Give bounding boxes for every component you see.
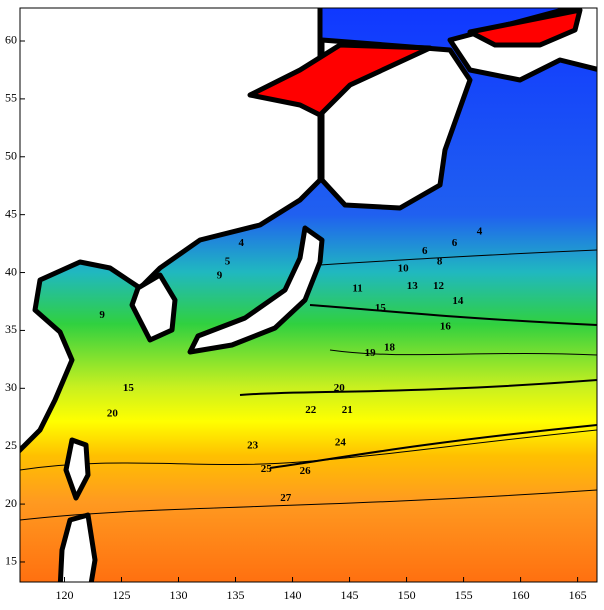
contour-label: 22 (305, 404, 317, 416)
contour-label: 18 (384, 341, 396, 353)
y-tick-label: 50 (5, 149, 17, 163)
contour-label: 25 (261, 463, 273, 475)
contour-label: 5 (225, 256, 231, 268)
contour-label: 20 (334, 382, 346, 394)
contour-label: 23 (247, 440, 259, 452)
isotherm (319, 249, 597, 266)
contour-label: 16 (440, 320, 452, 332)
contour-label: 26 (300, 465, 312, 477)
x-tick-label: 120 (55, 588, 73, 602)
x-tick-label: 140 (284, 588, 302, 602)
y-tick-label: 60 (5, 33, 17, 47)
isotherm (269, 424, 597, 469)
contour-label: 9 (217, 270, 223, 282)
y-tick-label: 35 (5, 322, 17, 336)
contour-label: 10 (398, 263, 410, 275)
isotherm (309, 304, 597, 326)
contour-label: 13 (407, 280, 419, 292)
contour-label: 11 (352, 282, 362, 294)
x-tick-label: 130 (170, 588, 188, 602)
x-tick-label: 145 (341, 588, 359, 602)
contour-label: 9 (99, 309, 105, 321)
contour-label: 15 (375, 302, 387, 314)
y-tick-label: 30 (5, 380, 17, 394)
map-area (20, 8, 597, 582)
x-tick-label: 165 (569, 588, 587, 602)
contour-label: 6 (452, 237, 458, 249)
isotherm (329, 349, 597, 356)
y-tick-label: 40 (5, 264, 17, 278)
land (247, 42, 433, 118)
y-tick-label: 20 (5, 496, 17, 510)
contour-label: 6 (422, 245, 428, 257)
contour-label: 27 (280, 492, 292, 504)
isotherm (20, 429, 597, 471)
contour-label: 20 (107, 407, 119, 419)
contour-label: 12 (433, 280, 445, 292)
y-tick-label: 45 (5, 206, 17, 220)
x-tick-label: 135 (227, 588, 245, 602)
x-tick-label: 125 (112, 588, 130, 602)
isotherm (20, 489, 597, 521)
y-tick-label: 15 (5, 554, 17, 568)
x-tick-label: 160 (512, 588, 530, 602)
x-tick-label: 155 (455, 588, 473, 602)
y-tick-label: 55 (5, 91, 17, 105)
isotherm (239, 379, 597, 396)
land (467, 8, 583, 48)
land (129, 272, 178, 343)
land (20, 8, 323, 454)
contour-label: 8 (437, 256, 443, 268)
land (57, 512, 98, 582)
contour-label: 19 (365, 347, 377, 359)
y-tick-label: 25 (5, 438, 17, 452)
land (187, 225, 325, 355)
contour-label: 24 (335, 436, 347, 448)
contour-label: 21 (342, 404, 353, 416)
contour-label: 15 (123, 382, 135, 394)
contour-label: 14 (452, 295, 464, 307)
frame (19, 7, 598, 583)
contour-label: 4 (238, 237, 244, 249)
contour-label: 4 (477, 226, 483, 238)
land (63, 437, 91, 501)
x-tick-label: 150 (398, 588, 416, 602)
